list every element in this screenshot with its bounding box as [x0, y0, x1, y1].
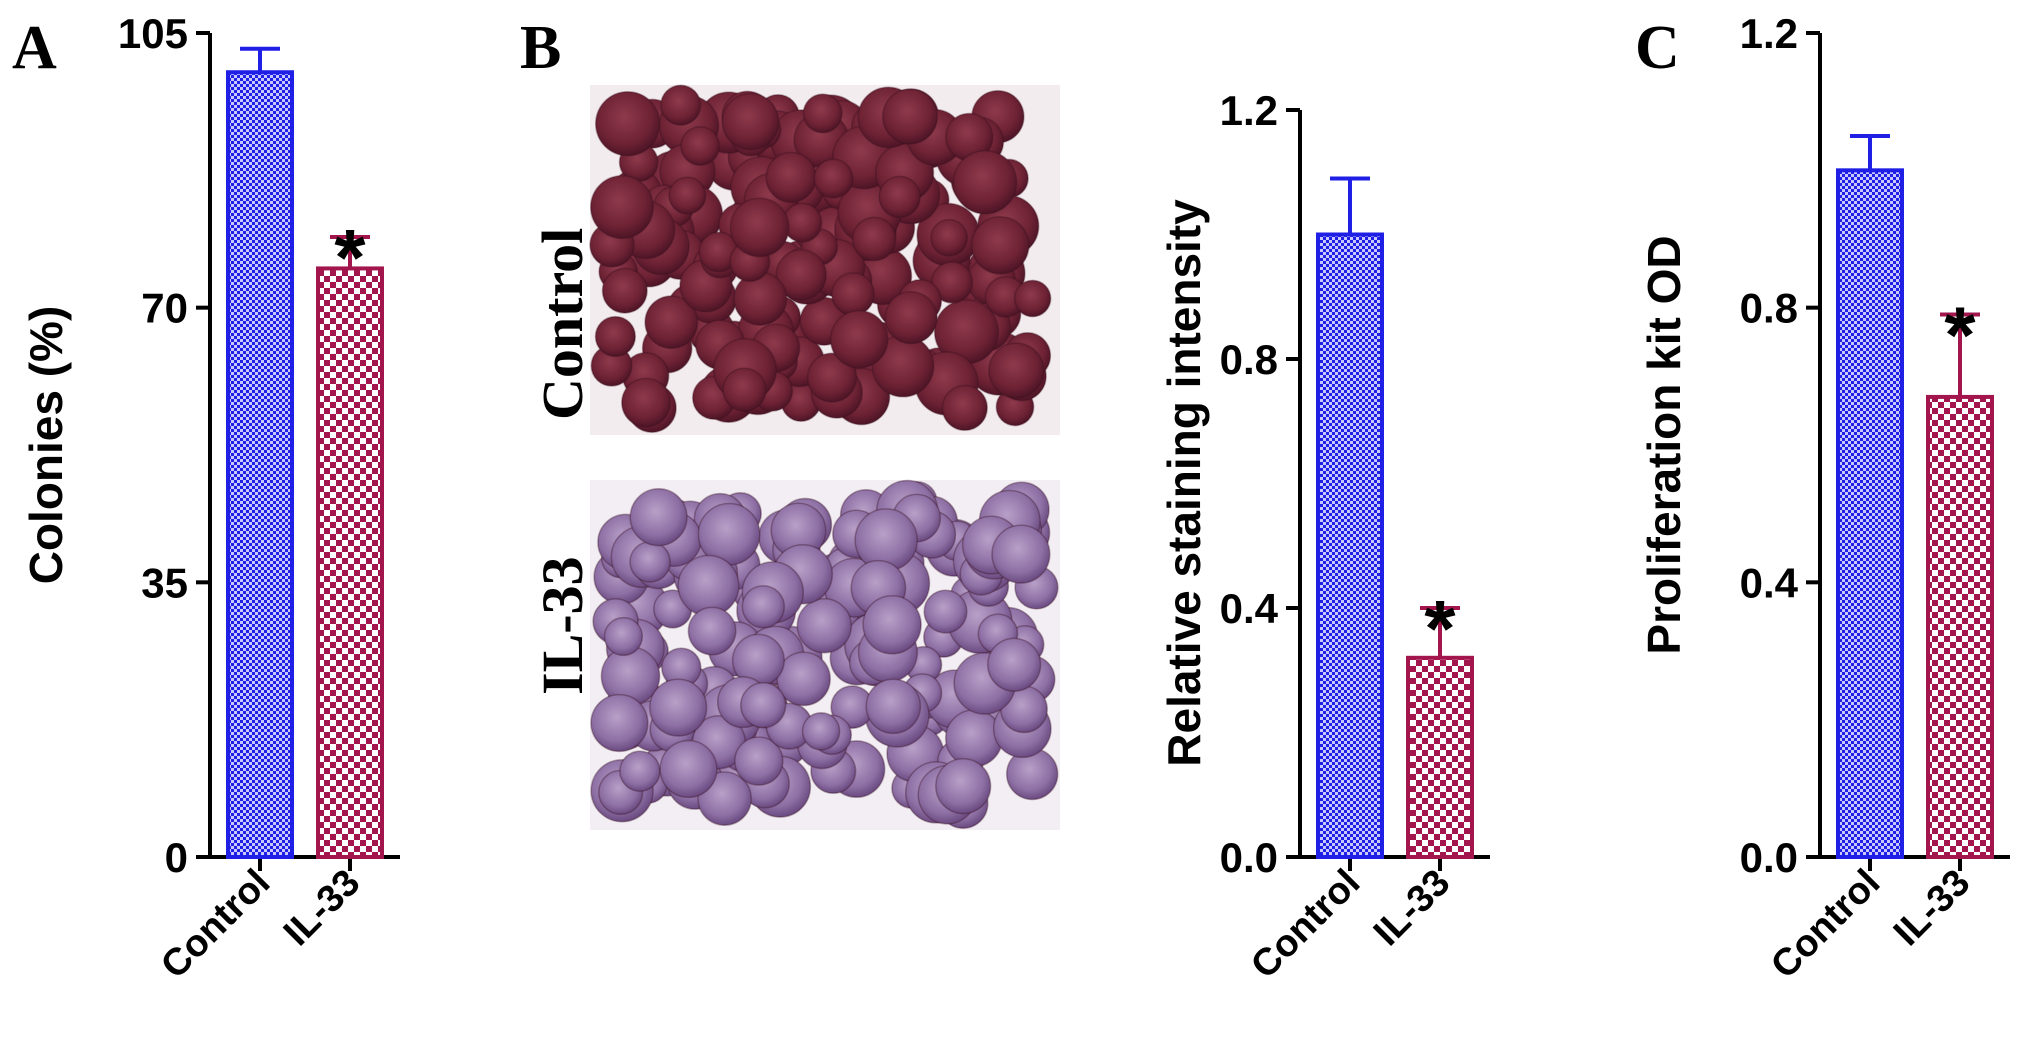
cell: [621, 377, 671, 428]
bar-control: [1836, 168, 1904, 860]
cell: [884, 291, 938, 345]
cell: [680, 126, 721, 166]
cell: [660, 84, 702, 126]
cell: [601, 267, 648, 314]
y-tick-label: 0.8: [1220, 336, 1278, 383]
cell: [629, 488, 688, 547]
cell: [765, 151, 817, 204]
image-label-control: Control: [530, 228, 595, 420]
panel-letter-c: C: [1635, 14, 1680, 82]
cell: [802, 93, 843, 134]
cell: [619, 750, 661, 792]
y-tick-label: 0.0: [1220, 834, 1278, 881]
cell: [687, 606, 737, 656]
cell: [881, 88, 939, 145]
cell: [734, 736, 784, 786]
category-label: IL-33: [1886, 862, 1978, 954]
cell: [952, 149, 1018, 215]
bar-il33: [316, 266, 384, 859]
cell: [944, 709, 1004, 768]
cell: [775, 249, 827, 301]
cell: [1013, 279, 1052, 318]
panel-letter-a: A: [12, 14, 57, 82]
cell: [987, 637, 1042, 692]
cell: [831, 272, 875, 317]
cell: [659, 739, 718, 799]
y-tick-label: 0.4: [1220, 585, 1279, 632]
significance-marker: *: [334, 213, 366, 302]
y-tick-label: 70: [141, 285, 188, 332]
cell: [594, 90, 661, 157]
micrograph-il33-cells: [590, 479, 1059, 829]
cell: [590, 693, 649, 753]
y-tick-label: 1.2: [1740, 10, 1798, 57]
y-tick-label: 0: [165, 834, 188, 881]
y-axis-title: Proliferation kit OD: [1638, 235, 1690, 654]
cell: [829, 309, 889, 369]
cell: [988, 342, 1045, 399]
cell: [878, 175, 921, 219]
cell: [603, 616, 644, 657]
cell: [644, 295, 699, 350]
category-label: IL-33: [276, 862, 368, 954]
y-axis-title: Relative staining intensity: [1158, 199, 1210, 767]
cell: [722, 367, 767, 412]
y-axis-title: Colonies (%): [20, 306, 72, 585]
panel-letter-b: B: [520, 14, 561, 82]
cell: [862, 595, 922, 655]
cell: [806, 352, 858, 403]
cell: [796, 597, 853, 654]
cell: [851, 216, 897, 262]
cell: [629, 541, 671, 583]
cell: [991, 524, 1051, 584]
y-tick-label: 0.4: [1740, 559, 1799, 606]
cell: [594, 315, 637, 358]
cell: [970, 215, 1030, 275]
cell: [801, 711, 841, 751]
micrograph-control: [589, 84, 1060, 435]
cell: [776, 651, 831, 707]
significance-marker: *: [1424, 584, 1456, 673]
cell: [740, 682, 787, 729]
cell: [729, 197, 790, 258]
cell: [668, 176, 707, 215]
micrograph-il33: [590, 479, 1060, 830]
cell: [865, 678, 922, 735]
cell: [741, 585, 786, 629]
bar-il33: [1406, 655, 1474, 859]
cell: [941, 384, 988, 432]
bar-control: [1316, 232, 1384, 859]
y-tick-label: 35: [141, 559, 188, 606]
cell: [930, 218, 969, 257]
cell: [935, 758, 992, 815]
bar-il33: [1926, 394, 1994, 859]
cell: [649, 678, 708, 737]
cell: [923, 589, 968, 634]
cell: [813, 158, 854, 199]
cell: [930, 261, 974, 304]
bar-control: [226, 70, 294, 859]
y-tick-label: 0.0: [1740, 834, 1798, 881]
y-tick-label: 1.2: [1220, 87, 1278, 134]
cell: [721, 92, 780, 151]
significance-marker: *: [1944, 291, 1976, 380]
y-tick-label: 0.8: [1740, 285, 1798, 332]
image-label-il33: IL-33: [530, 556, 595, 695]
cell: [589, 175, 655, 240]
y-tick-label: 105: [118, 10, 188, 57]
micrograph-control-cells: [589, 84, 1052, 433]
category-label: IL-33: [1366, 862, 1458, 954]
